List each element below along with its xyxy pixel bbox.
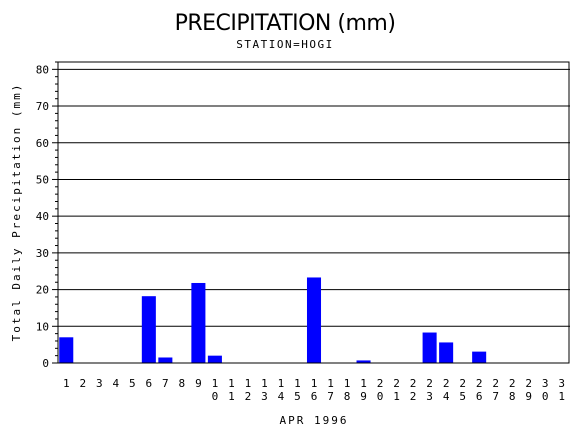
y-tick-label-10: 10 <box>36 320 49 333</box>
x-tick-label-9: 9 <box>195 377 202 390</box>
bar-day-26 <box>472 351 487 363</box>
x-tick-labels: 1 2 3 4 5 6 7 8 9 1 01 11 21 31 41 51 61 71 81 92 02 12 22 32 42… <box>63 377 565 403</box>
x-tick-label-3: 3 <box>96 377 103 390</box>
bar-day-23 <box>422 332 437 363</box>
y-tick-label-50: 50 <box>36 173 49 186</box>
chart-subtitle: STATION=HOGI <box>236 38 333 51</box>
y-tick-label-40: 40 <box>36 210 49 223</box>
x-tick-label-6: 6 <box>146 377 153 390</box>
y-axis-label: Total Daily Precipitation (mm) <box>10 83 23 342</box>
grid-lines <box>58 68 570 327</box>
x-tick-label-7: 7 <box>162 377 169 390</box>
x-axis-label: APR 1996 <box>280 414 349 427</box>
y-tick-label-30: 30 <box>36 247 49 260</box>
bar-day-9 <box>191 282 206 363</box>
y-tick-label-20: 20 <box>36 284 49 297</box>
x-tick-label-4: 4 <box>112 377 119 390</box>
y-tick-label-0: 0 <box>42 357 49 370</box>
plot-frame <box>57 61 570 364</box>
x-tick-label-1: 1 <box>63 377 70 390</box>
x-tick-label-8: 8 <box>179 377 186 390</box>
y-tick-label-60: 60 <box>36 137 49 150</box>
bar-day-19 <box>356 360 371 363</box>
x-tick-label-5: 5 <box>129 377 136 390</box>
y-tick-labels: 0 10 20 30 40 50 60 70 80 <box>36 63 49 370</box>
bar-day-24 <box>439 342 454 363</box>
chart-title: PRECIPITATION (mm) <box>175 11 396 36</box>
y-tick-label-70: 70 <box>36 100 49 113</box>
bars <box>59 277 487 363</box>
bar-day-10 <box>207 355 222 363</box>
x-tick-label-2: 2 <box>79 377 86 390</box>
bar-day-16 <box>306 277 322 363</box>
bar-day-6 <box>141 296 156 363</box>
axes <box>52 61 570 364</box>
y-tick-label-80: 80 <box>36 63 49 76</box>
bar-day-7 <box>158 357 173 363</box>
bar-day-1 <box>59 337 74 363</box>
